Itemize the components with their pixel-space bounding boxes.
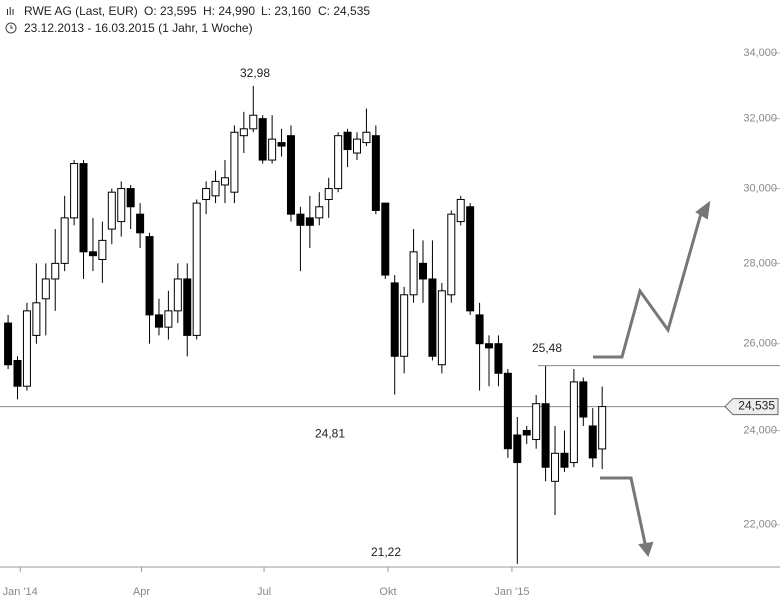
candle-body bbox=[145, 236, 154, 316]
candle-body bbox=[136, 213, 145, 234]
candle-body bbox=[258, 118, 267, 161]
candle-body bbox=[428, 278, 437, 357]
candle-body bbox=[192, 202, 201, 336]
y-tick-label: 32,000 bbox=[743, 113, 777, 125]
clock-icon bbox=[5, 22, 17, 34]
candle-body bbox=[249, 114, 258, 130]
candle-body bbox=[277, 142, 286, 147]
candle-body bbox=[51, 262, 60, 280]
y-tick-label: 28,000 bbox=[743, 257, 777, 269]
instrument: RWE AG (Last, EUR) bbox=[24, 4, 138, 18]
candle-body bbox=[202, 188, 211, 200]
candle-body bbox=[522, 429, 531, 436]
candle-body bbox=[390, 282, 399, 357]
y-tick-label: 26,000 bbox=[743, 338, 777, 350]
candle-body bbox=[211, 180, 220, 197]
candle-body bbox=[371, 135, 380, 211]
last-price-box bbox=[724, 398, 779, 416]
candle-body bbox=[164, 310, 173, 328]
candle-body bbox=[220, 177, 229, 186]
candle-body bbox=[296, 213, 305, 226]
candle-body bbox=[409, 251, 418, 296]
candle-body bbox=[4, 322, 13, 366]
high: H: 24,990 bbox=[203, 4, 255, 18]
candle-body bbox=[513, 434, 522, 464]
x-tick-label: Okt bbox=[379, 586, 396, 598]
candle-body bbox=[315, 206, 324, 219]
candle-body bbox=[598, 406, 607, 450]
candle-body bbox=[456, 198, 465, 223]
y-tick-label: 34,000 bbox=[743, 47, 777, 59]
candle-body bbox=[466, 206, 475, 312]
annotation: 21,22 bbox=[371, 545, 401, 559]
candle-body bbox=[532, 403, 541, 441]
candle-body bbox=[324, 188, 333, 200]
candle-body bbox=[286, 135, 295, 215]
arrow-down-head bbox=[638, 541, 654, 558]
candle-body bbox=[268, 138, 277, 161]
candle-body bbox=[551, 452, 560, 482]
candle-body bbox=[173, 278, 182, 312]
candle-body bbox=[88, 251, 97, 257]
arrow-up bbox=[593, 209, 704, 359]
candle-body bbox=[503, 372, 512, 450]
annotation: 32,98 bbox=[240, 66, 270, 80]
candle-body bbox=[381, 202, 390, 276]
candle-body bbox=[485, 343, 494, 349]
candle-body bbox=[126, 188, 135, 208]
arrow-up-head bbox=[695, 200, 711, 220]
candle-body bbox=[494, 343, 503, 374]
candle-body bbox=[98, 239, 107, 261]
candle-body bbox=[579, 381, 588, 418]
candle-body bbox=[475, 314, 484, 345]
candle-body bbox=[569, 381, 578, 464]
candle-body bbox=[437, 290, 446, 366]
candle-body bbox=[305, 217, 314, 226]
candle-body bbox=[41, 278, 50, 300]
candle-body bbox=[32, 302, 41, 336]
x-tick-label: Jul bbox=[257, 586, 271, 598]
close: C: 24,535 bbox=[318, 4, 370, 18]
candle-body bbox=[419, 262, 428, 280]
candle-body bbox=[79, 163, 88, 253]
candle-body bbox=[183, 278, 192, 336]
candle-body bbox=[560, 452, 569, 468]
logo: ılı bbox=[6, 6, 15, 18]
y-tick-label: 22,000 bbox=[743, 519, 777, 531]
candle-body bbox=[447, 213, 456, 296]
candle-body bbox=[334, 135, 343, 190]
candle-body bbox=[60, 217, 69, 264]
candle-body bbox=[22, 310, 31, 387]
y-tick-label: 24,000 bbox=[743, 424, 777, 436]
x-tick-label: Jan '15 bbox=[494, 586, 529, 598]
candle-body bbox=[154, 314, 163, 328]
low: L: 23,160 bbox=[261, 4, 311, 18]
x-tick-label: Apr bbox=[133, 586, 150, 598]
candle-body bbox=[230, 131, 239, 193]
candle-body bbox=[362, 131, 371, 144]
arrow-down bbox=[600, 476, 648, 549]
candle-body bbox=[541, 403, 550, 468]
candle-body bbox=[239, 128, 248, 137]
candle-body bbox=[588, 425, 597, 459]
x-tick-label: Jan '14 bbox=[3, 586, 38, 598]
y-tick-label: 30,000 bbox=[743, 182, 777, 194]
candle-body bbox=[13, 360, 22, 387]
candle-body bbox=[343, 131, 352, 151]
annotation: 25,48 bbox=[532, 341, 562, 355]
candle-body bbox=[70, 163, 79, 219]
date-range: 23.12.2013 - 16.03.2015 (1 Jahr, 1 Woche… bbox=[24, 21, 253, 35]
candle-body bbox=[117, 188, 126, 223]
candle-body bbox=[400, 294, 409, 357]
annotation: 24,81 bbox=[315, 427, 345, 441]
candle-body bbox=[107, 191, 116, 230]
clock-hand bbox=[10, 25, 13, 29]
last-price-label: 24,535 bbox=[738, 399, 775, 413]
candle-body bbox=[352, 138, 361, 154]
open: O: 23,595 bbox=[144, 4, 197, 18]
